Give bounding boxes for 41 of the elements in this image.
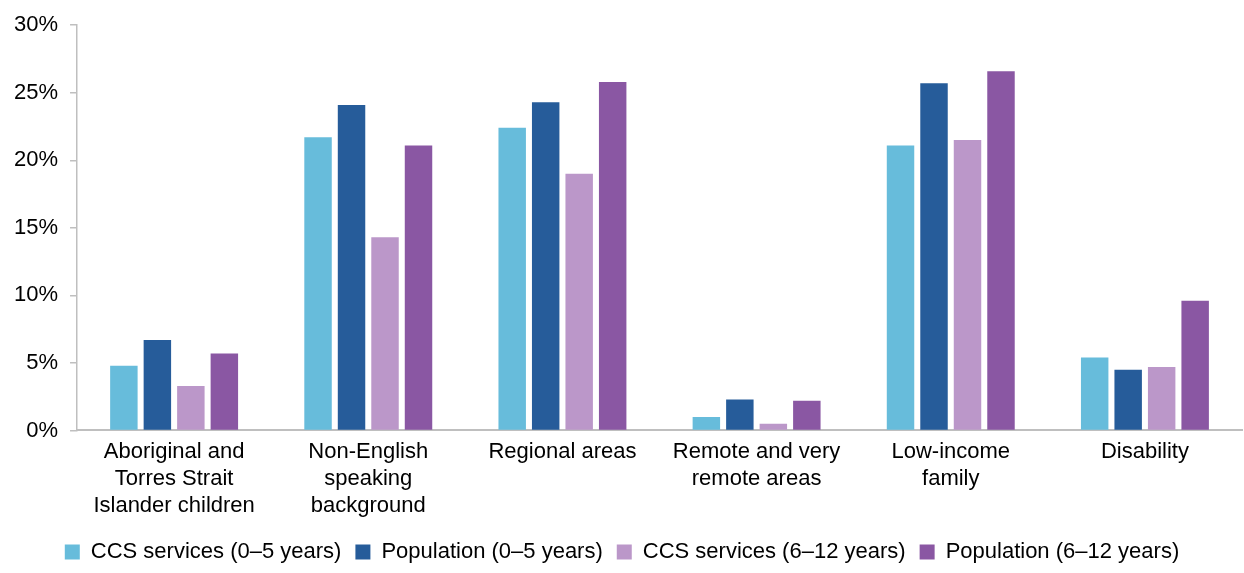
bar (498, 127, 526, 430)
legend-label: CCS services (6–12 years) (642, 538, 906, 564)
y-tick-label: 25% (13, 78, 59, 104)
y-tick-label: 30% (13, 11, 59, 37)
bar (143, 339, 172, 430)
bar (1147, 366, 1176, 430)
bar (1080, 357, 1109, 430)
bar (726, 399, 754, 430)
bar (987, 71, 1015, 430)
legend-label: Population (0–5 years) (381, 538, 603, 564)
y-tick-label: 10% (13, 281, 59, 307)
bar (793, 400, 821, 430)
y-tick-label: 20% (13, 146, 59, 172)
bar (953, 140, 982, 430)
bar (920, 83, 948, 430)
bar (110, 365, 138, 430)
bar (177, 385, 205, 430)
bar (759, 423, 788, 430)
x-tick-label: Non-English speaking background (308, 437, 429, 517)
x-tick-label: Low-income family (891, 437, 1011, 490)
legend-label: CCS services (0–5 years) (90, 538, 342, 564)
x-tick-label: Remote and very remote areas (672, 437, 841, 490)
bar (598, 81, 627, 430)
x-tick-label: Aboriginal and Torres Strait Islander children (93, 437, 255, 517)
bar (210, 353, 239, 430)
legend-label: Population (6–12 years) (945, 538, 1180, 564)
bar (565, 173, 593, 430)
bar (531, 102, 560, 430)
bar (692, 416, 721, 430)
bar (337, 104, 366, 430)
bar (371, 237, 399, 430)
bar (304, 137, 332, 430)
x-tick-label: Disability (1100, 437, 1189, 463)
y-tick-label: 5% (26, 349, 59, 374)
bar (886, 145, 915, 430)
bar (1114, 369, 1142, 430)
bar (1181, 300, 1209, 430)
y-tick-label: 15% (13, 213, 59, 239)
x-tick-label: Regional areas (488, 437, 637, 463)
bar (404, 145, 433, 430)
y-tick-label: 0% (26, 416, 59, 442)
